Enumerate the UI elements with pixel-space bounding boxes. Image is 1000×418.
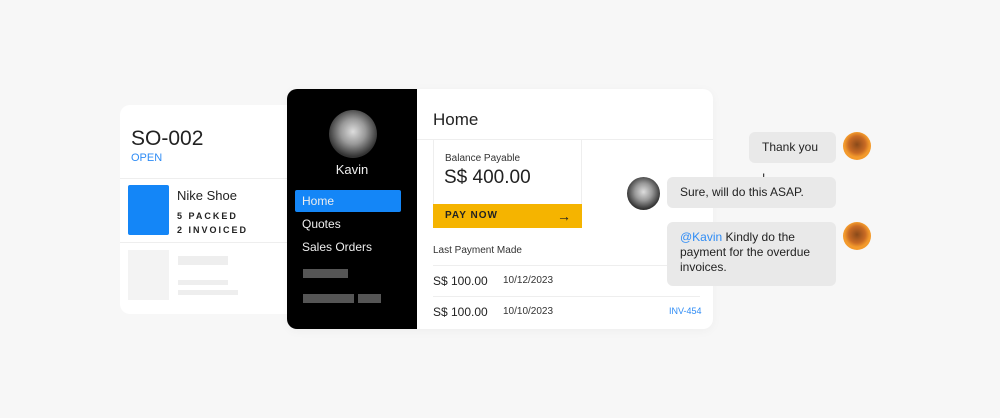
page-title: Home bbox=[433, 110, 479, 129]
divider bbox=[433, 296, 700, 297]
order-id: SO-002 bbox=[131, 127, 204, 150]
invoiced-count: 2 INVOICED bbox=[177, 225, 249, 235]
divider bbox=[433, 265, 700, 266]
avatar bbox=[329, 110, 377, 158]
avatar bbox=[843, 132, 871, 160]
placeholder-image bbox=[128, 250, 169, 300]
payment-date: 10/12/2023 bbox=[503, 275, 554, 286]
pay-now-button[interactable]: PAY NOW → bbox=[433, 204, 582, 228]
last-payment-label: Last Payment Made bbox=[433, 245, 522, 256]
pay-now-label: PAY NOW bbox=[445, 210, 498, 221]
sales-order-card: SO-002 OPEN Nike Shoe 5 PACKED 2 INVOICE… bbox=[120, 105, 320, 314]
payment-date: 10/10/2023 bbox=[503, 306, 554, 317]
placeholder-line bbox=[178, 290, 238, 295]
payment-amount: S$ 100.00 bbox=[433, 305, 488, 319]
user-name: Kavin bbox=[335, 162, 369, 177]
placeholder-line bbox=[178, 256, 228, 265]
balance-amount: S$ 400.00 bbox=[444, 167, 531, 188]
mention[interactable]: @Kavin bbox=[680, 230, 723, 244]
divider bbox=[120, 178, 320, 179]
payment-amount: S$ 100.00 bbox=[433, 274, 488, 288]
invoice-link[interactable]: INV-454 bbox=[669, 306, 702, 316]
status-badge: OPEN bbox=[131, 152, 163, 164]
divider bbox=[120, 242, 320, 243]
message-text: Kindly do the payment for the overdue in… bbox=[680, 230, 811, 274]
placeholder-nav bbox=[303, 269, 348, 278]
avatar bbox=[843, 222, 871, 250]
packed-count: 5 PACKED bbox=[177, 211, 238, 221]
placeholder-line bbox=[178, 280, 228, 285]
sidebar-item-sales-orders[interactable]: Sales Orders bbox=[302, 240, 373, 254]
balance-label: Balance Payable bbox=[445, 153, 521, 164]
sidebar-item-quotes[interactable]: Quotes bbox=[302, 217, 341, 231]
item-name: Nike Shoe bbox=[177, 188, 237, 203]
placeholder-nav bbox=[303, 294, 354, 303]
chat-bubble: Sure, will do this ASAP. bbox=[667, 177, 836, 208]
arrow-right-icon: → bbox=[557, 208, 572, 224]
shoe-image bbox=[128, 185, 169, 235]
sidebar-item-home[interactable]: Home bbox=[295, 190, 401, 212]
placeholder-nav bbox=[358, 294, 381, 303]
chat-bubble: Thank you ! bbox=[749, 132, 836, 185]
chat-bubble: @Kavin Kindly do the payment for the ove… bbox=[667, 222, 836, 286]
sidebar: Kavin Home Quotes Sales Orders bbox=[287, 89, 417, 329]
avatar bbox=[627, 177, 660, 210]
